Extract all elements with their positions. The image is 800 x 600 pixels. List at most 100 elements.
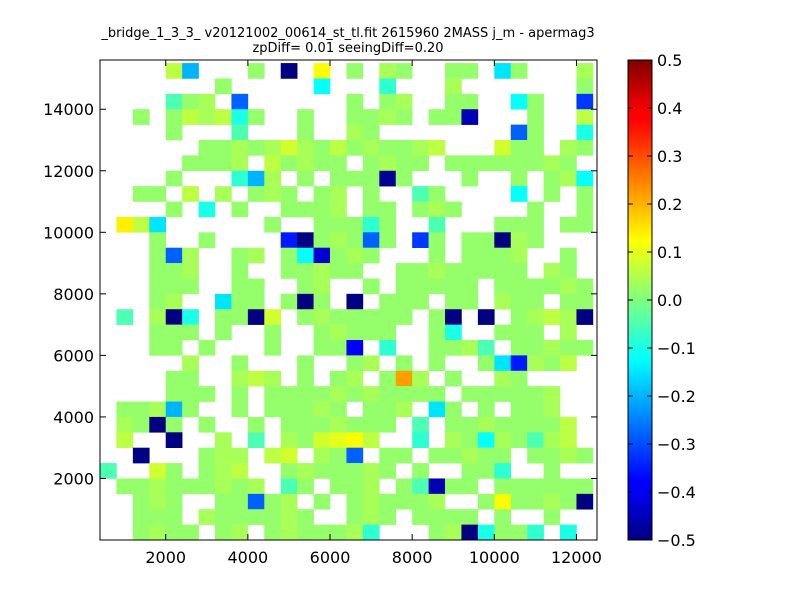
heatmap-cell: [330, 370, 347, 387]
heatmap-cell: [313, 78, 331, 95]
heatmap-cell: [346, 124, 364, 141]
heatmap-cell: [297, 109, 314, 125]
heatmap-cell: [165, 340, 183, 356]
heatmap-cell: [215, 509, 232, 525]
heatmap-cell: [379, 386, 397, 402]
heatmap-cell: [412, 293, 429, 310]
heatmap-cell: [165, 293, 183, 310]
heatmap-cell: [445, 324, 462, 341]
heatmap-cell: [362, 524, 380, 540]
heatmap-cell: [527, 201, 544, 218]
heatmap-cell: [560, 432, 577, 448]
heatmap-cell: [494, 216, 512, 233]
heatmap-cell: [461, 447, 479, 464]
heatmap-cell: [527, 355, 544, 372]
heatmap-cell: [149, 232, 167, 248]
x-tick-label: 8000: [392, 548, 433, 567]
heatmap-cell: [313, 201, 331, 218]
heatmap-cell: [494, 355, 512, 372]
heatmap-cell: [576, 293, 594, 310]
heatmap-cell: [395, 140, 413, 156]
heatmap-cell: [116, 478, 134, 495]
heatmap-cell: [149, 216, 167, 233]
heatmap-cell: [330, 216, 347, 233]
heatmap-cell: [428, 401, 446, 418]
heatmap-cell: [165, 524, 183, 540]
heatmap-cell: [379, 201, 397, 218]
heatmap-cell: [215, 78, 232, 95]
heatmap-cell: [215, 109, 232, 125]
heatmap-cell: [576, 124, 594, 141]
heatmap-cell: [445, 509, 462, 525]
heatmap-cell: [576, 63, 594, 79]
heatmap-cell: [264, 170, 282, 187]
heatmap-cell: [576, 109, 594, 125]
heatmap-cell: [182, 263, 199, 279]
heatmap-cell: [313, 386, 331, 402]
heatmap-cell: [198, 201, 216, 218]
heatmap-cell: [477, 309, 495, 325]
heatmap-cell: [198, 109, 216, 125]
heatmap-cell: [132, 109, 150, 125]
heatmap-cell: [560, 247, 577, 264]
heatmap-cell: [510, 124, 528, 141]
heatmap-cell: [264, 340, 282, 356]
heatmap-cell: [461, 478, 479, 495]
heatmap-cell: [182, 324, 199, 341]
heatmap-cell: [182, 309, 199, 325]
heatmap-cell: [543, 278, 561, 295]
heatmap-cell: [445, 370, 462, 387]
heatmap-cell: [510, 478, 528, 495]
heatmap-cell: [346, 109, 364, 125]
heatmap-cell: [346, 432, 364, 448]
heatmap-cell: [576, 278, 594, 295]
heatmap-cell: [165, 432, 183, 448]
heatmap-cell: [264, 524, 282, 540]
heatmap-cell: [527, 155, 544, 172]
heatmap-cell: [560, 155, 577, 172]
heatmap-cell: [132, 401, 150, 418]
heatmap-cell: [330, 263, 347, 279]
heatmap-cell: [182, 155, 199, 172]
heatmap-cell: [330, 340, 347, 356]
heatmap-cell: [379, 309, 397, 325]
heatmap-cell: [330, 140, 347, 156]
heatmap-cell: [280, 232, 298, 248]
heatmap-cell: [445, 63, 462, 79]
heatmap-cell: [560, 416, 577, 433]
heatmap-cell: [362, 493, 380, 510]
plot-area-frame: [99, 59, 598, 541]
heatmap-cell: [510, 93, 528, 110]
heatmap-cell: [330, 447, 347, 464]
heatmap-cell: [461, 463, 479, 479]
colorbar-tick-label: 0.3: [657, 147, 682, 166]
colorbar-tick-label: 0.1: [657, 243, 682, 262]
heatmap-cell: [313, 432, 331, 448]
heatmap-cell: [395, 155, 413, 172]
heatmap-cell: [165, 416, 183, 433]
heatmap-cell: [264, 140, 282, 156]
heatmap-cell: [280, 63, 298, 79]
heatmap-cell: [461, 386, 479, 402]
heatmap-cell: [412, 478, 429, 495]
heatmap-cell: [346, 340, 364, 356]
heatmap-cell: [313, 447, 331, 464]
heatmap-cell: [494, 140, 512, 156]
heatmap-cell: [576, 93, 594, 110]
heatmap-cell: [346, 247, 364, 264]
heatmap-cell: [395, 309, 413, 325]
heatmap-cell: [576, 216, 594, 233]
heatmap-cell: [313, 309, 331, 325]
heatmap-cell: [362, 309, 380, 325]
heatmap-cell: [576, 493, 594, 510]
heatmap-cell: [461, 63, 479, 79]
heatmap-cell: [330, 478, 347, 495]
heatmap-cell: [477, 355, 495, 372]
heatmap-cell: [264, 324, 282, 341]
heatmap-cell: [477, 247, 495, 264]
heatmap-cell: [527, 232, 544, 248]
heatmap-cell: [412, 278, 429, 295]
heatmap-cell: [477, 263, 495, 279]
heatmap-cell: [576, 140, 594, 156]
heatmap-cell: [560, 216, 577, 233]
